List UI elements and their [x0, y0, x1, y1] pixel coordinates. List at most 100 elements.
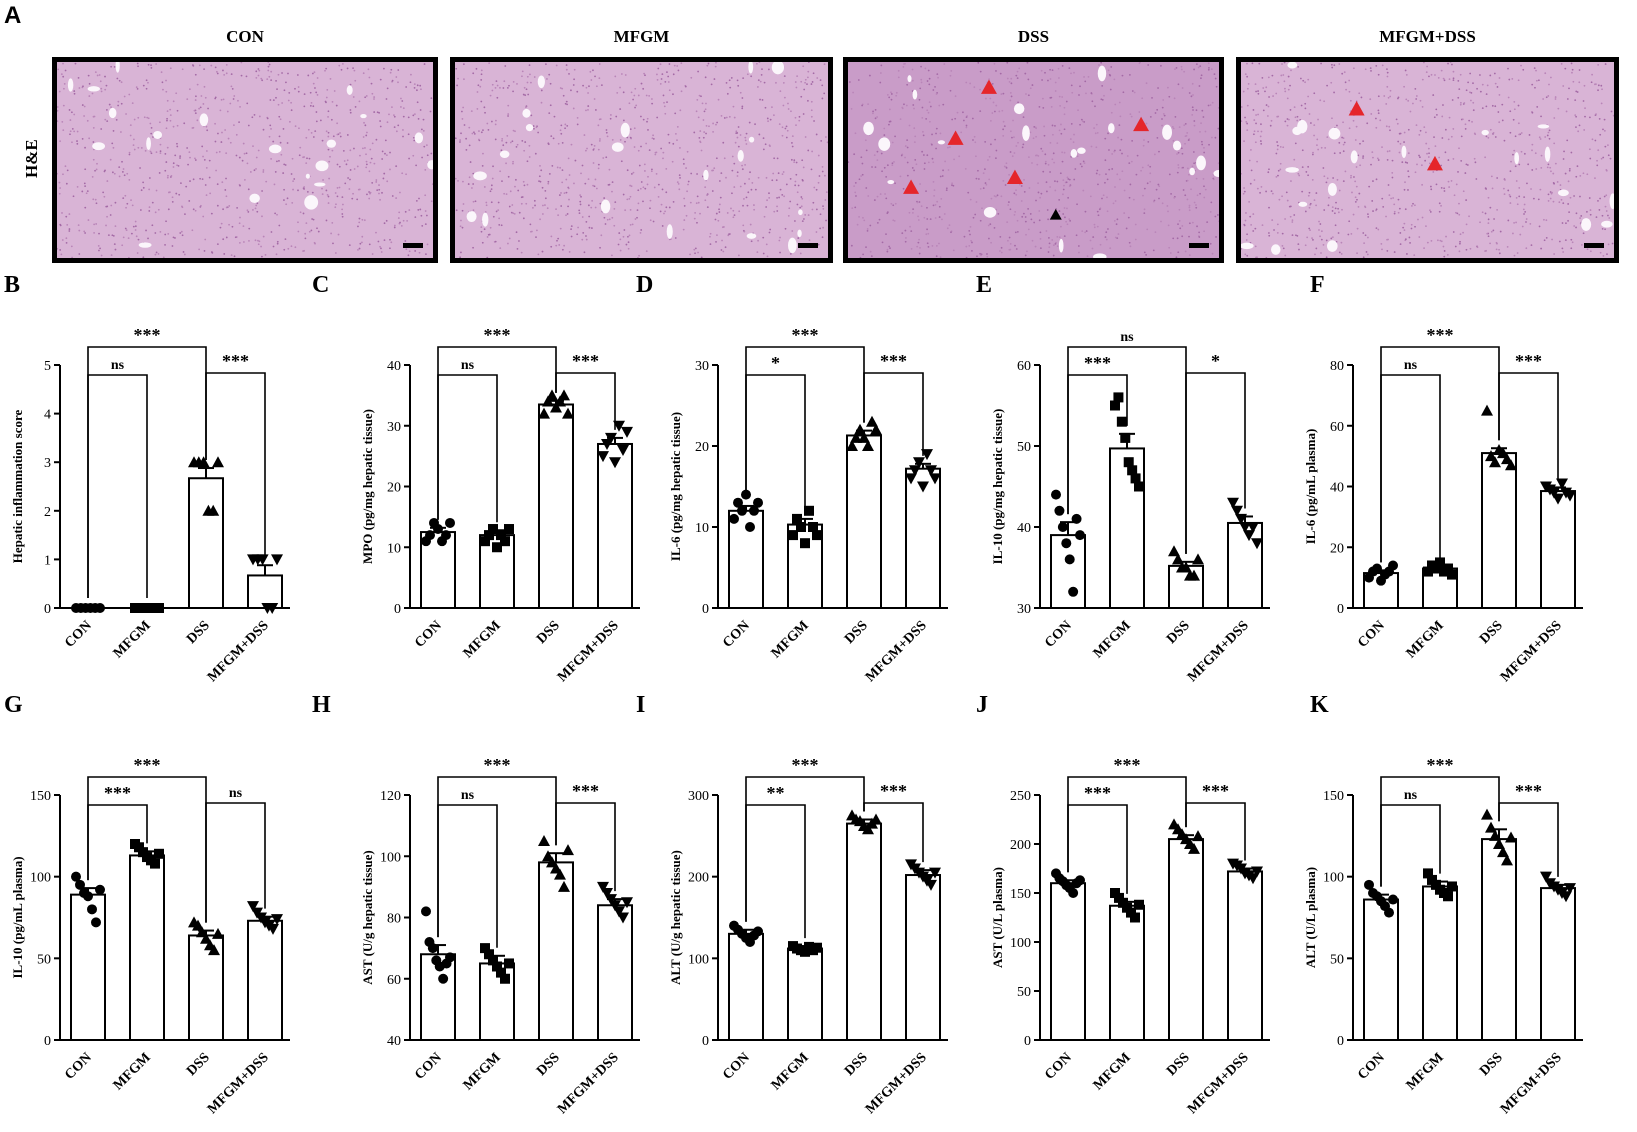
- y-axis-label: AST (U/L plasma): [990, 867, 1005, 968]
- y-tick-label: 40: [1017, 521, 1031, 536]
- data-point: [267, 923, 279, 935]
- x-tick-label: MFGM: [769, 618, 812, 661]
- bar-MFGM+DSS: [905, 874, 941, 1041]
- data-point: [1188, 569, 1200, 581]
- x-tick-label: CON: [412, 1050, 445, 1083]
- scale-bar: [798, 243, 818, 248]
- data-point: [1497, 846, 1509, 858]
- bar-DSS: [538, 861, 574, 1041]
- significance-label: ***: [104, 783, 131, 803]
- y-tick-label: 0: [702, 602, 709, 617]
- significance-label: *: [771, 353, 780, 373]
- data-point: [247, 901, 259, 913]
- x-tick-label: CON: [1355, 1050, 1388, 1083]
- significance-label: ***: [792, 755, 819, 775]
- y-tick-label: 300: [688, 789, 709, 804]
- bar-MFGM: [1109, 447, 1145, 609]
- y-tick-label: 5: [44, 359, 51, 374]
- data-point: [1064, 554, 1075, 565]
- y-axis-label: IL-6 (pg/mg hepatic tissue): [668, 412, 683, 561]
- data-point: [597, 451, 609, 463]
- x-tick-label: DSS: [1164, 1050, 1193, 1079]
- significance-label: ***: [1427, 755, 1454, 775]
- data-point: [562, 844, 574, 856]
- data-point: [154, 603, 164, 613]
- data-point: [1051, 489, 1061, 500]
- x-tick-label: MFGM: [1091, 618, 1134, 661]
- data-point: [753, 497, 763, 508]
- chart-panel-H: H 40 60 80 100 120 AST (U/g hepatic tissue) CON…: [312, 692, 640, 1117]
- data-point: [1116, 416, 1127, 427]
- x-tick-label: MFGM: [1404, 618, 1447, 661]
- data-point: [1134, 899, 1144, 910]
- x-tick-label: MFGM+DSS: [1498, 618, 1565, 685]
- data-point: [480, 943, 490, 954]
- x-tick-label: MFGM+DSS: [863, 1050, 930, 1117]
- bar-MFGM: [1109, 904, 1145, 1041]
- data-point: [1489, 456, 1501, 468]
- data-point: [1481, 404, 1493, 416]
- significance-bracket: [863, 802, 924, 863]
- y-tick-label: 0: [44, 602, 51, 617]
- significance-label: ns: [111, 358, 125, 373]
- x-tick-label: MFGM: [1091, 1050, 1134, 1093]
- bar-DSS: [188, 477, 224, 609]
- data-point: [1068, 888, 1079, 898]
- data-point: [488, 524, 498, 535]
- data-point: [1443, 563, 1453, 574]
- significance-bracket: [205, 802, 266, 923]
- scale-bar: [1584, 243, 1604, 248]
- data-point: [870, 423, 882, 435]
- significance-label: ***: [572, 781, 599, 801]
- significance-label: ***: [1114, 755, 1141, 775]
- data-point: [1231, 505, 1243, 517]
- data-point: [1054, 505, 1065, 516]
- data-point: [905, 473, 917, 485]
- significance-label: ns: [1120, 330, 1134, 345]
- data-point: [546, 389, 558, 401]
- data-point: [858, 431, 870, 443]
- bar-DSS: [846, 434, 882, 609]
- x-tick-label: DSS: [1477, 1050, 1506, 1079]
- y-tick-label: 80: [1330, 359, 1344, 374]
- bar-DSS: [188, 934, 224, 1042]
- y-tick-label: 0: [702, 1034, 709, 1049]
- significance-bracket: [1185, 372, 1246, 554]
- data-point: [1247, 522, 1259, 533]
- significance-label: ns: [229, 786, 243, 801]
- data-point: [862, 823, 874, 835]
- y-tick-label: 0: [1337, 602, 1344, 617]
- bar-DSS: [846, 822, 882, 1041]
- data-point: [484, 530, 494, 541]
- data-point: [445, 517, 455, 528]
- significance-label: ***: [1515, 781, 1542, 801]
- data-point: [1235, 513, 1247, 525]
- y-axis-label: MPO (pg/mg hepatic tissue): [360, 409, 375, 564]
- bar-DSS: [1481, 838, 1517, 1041]
- x-tick-label: MFGM+DSS: [555, 618, 622, 685]
- significance-label: ns: [461, 358, 475, 373]
- red-triangle-marker: [903, 179, 920, 194]
- significance-label: ***: [1515, 351, 1542, 371]
- data-point: [207, 504, 220, 516]
- significance-bracket: [1380, 804, 1441, 887]
- y-tick-label: 20: [1330, 541, 1344, 556]
- data-point: [737, 505, 747, 516]
- bar-MFGM+DSS: [1227, 870, 1263, 1041]
- y-axis-label: IL-10 (pg/mg hepatic tissue): [990, 409, 1005, 565]
- histology-title-3: MFGM+DSS: [1379, 27, 1476, 46]
- data-point: [729, 513, 739, 524]
- data-point: [271, 554, 283, 566]
- data-point: [1130, 912, 1140, 923]
- significance-bracket: [205, 372, 266, 558]
- data-point: [562, 407, 574, 419]
- y-tick-label: 50: [37, 952, 51, 967]
- data-point: [617, 445, 629, 457]
- data-point: [1364, 879, 1374, 890]
- y-tick-label: 0: [1024, 1034, 1031, 1049]
- x-tick-label: DSS: [1477, 618, 1506, 647]
- data-point: [427, 943, 438, 954]
- data-point: [605, 432, 617, 444]
- y-tick-label: 40: [387, 359, 401, 374]
- data-point: [484, 949, 494, 960]
